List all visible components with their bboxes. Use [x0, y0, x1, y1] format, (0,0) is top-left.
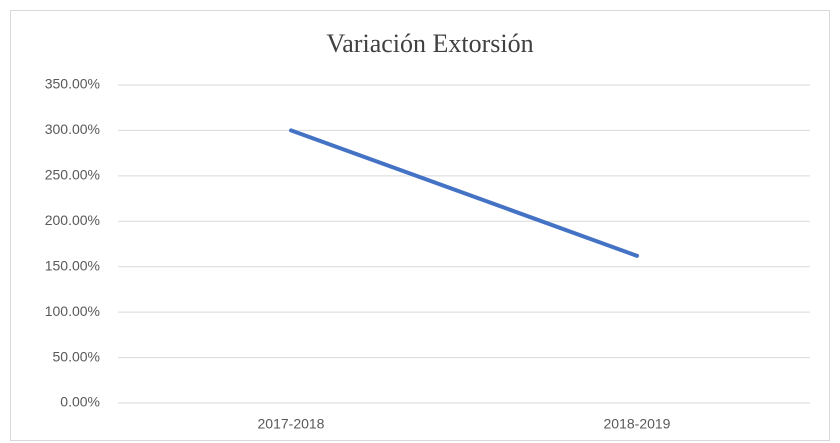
- y-tick-label: 300.00%: [45, 121, 100, 137]
- y-tick-label: 100.00%: [45, 303, 100, 319]
- x-tick-label: 2018-2019: [604, 416, 671, 432]
- x-tick-label: 2017-2018: [258, 416, 325, 432]
- data-line: [289, 128, 639, 258]
- y-tick-label: 250.00%: [45, 167, 100, 183]
- y-tick-label: 200.00%: [45, 212, 100, 228]
- y-tick-label: 50.00%: [53, 348, 100, 364]
- y-tick-label: 0.00%: [60, 394, 100, 410]
- chart-border: [10, 10, 830, 441]
- y-tick-label: 350.00%: [45, 76, 100, 92]
- chart-title: Variación Extorsión: [326, 29, 533, 58]
- y-tick-label: 150.00%: [45, 257, 100, 273]
